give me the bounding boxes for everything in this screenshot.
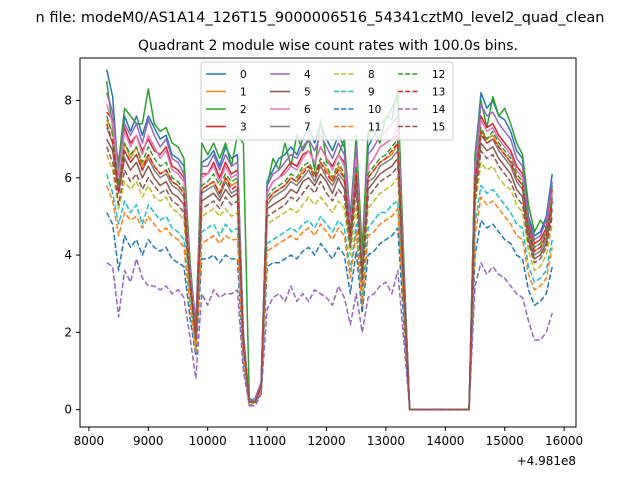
legend-label: 5 (304, 87, 311, 99)
x-tick-label: 9000 (133, 434, 164, 448)
x-tick-label: 11000 (248, 434, 286, 448)
legend-label: 14 (432, 104, 446, 116)
legend-label: 1 (240, 87, 247, 99)
plot-frame (79, 57, 577, 428)
x-tick-label: 16000 (545, 434, 583, 448)
y-tick-label: 8 (64, 94, 72, 108)
series-line-10 (106, 212, 553, 411)
legend-label: 8 (368, 69, 375, 81)
legend-label: 0 (240, 69, 247, 81)
x-axis: 8000 9000 10000 11000 12000 13000 14000 15000 16… (74, 427, 583, 448)
x-tick-label: 10000 (189, 434, 227, 448)
legend-label: 10 (368, 104, 381, 116)
series-line-5 (106, 138, 553, 411)
legend-label: 3 (240, 122, 247, 134)
series-line-13 (106, 123, 553, 411)
x-tick-label: 8000 (74, 434, 105, 448)
legend-label: 6 (304, 104, 311, 116)
legend-label: 4 (304, 69, 311, 81)
x-axis-offset-label: +4.981e8 (517, 454, 576, 468)
series-lines (105, 69, 553, 411)
series-line-7 (106, 127, 553, 411)
legend-label: 2 (240, 104, 247, 116)
figure-suptitle: n file: modeM0/AS1A14_126T15_9000006516_… (36, 10, 605, 26)
legend-label: 13 (432, 87, 445, 99)
legend-label: 12 (432, 69, 445, 81)
y-axis: 0 2 4 6 8 (64, 94, 80, 417)
series-line-9 (106, 173, 553, 411)
legend-label: 15 (432, 122, 445, 134)
legend-label: 11 (368, 122, 381, 134)
series-line-11 (106, 185, 553, 411)
y-tick-label: 6 (64, 171, 72, 185)
y-tick-label: 2 (64, 325, 72, 339)
series-line-8 (106, 154, 553, 411)
series-line-4 (106, 92, 553, 411)
y-tick-label: 0 (64, 403, 72, 417)
legend-label: 9 (368, 87, 375, 99)
series-line-14 (106, 258, 553, 411)
x-tick-label: 13000 (367, 434, 405, 448)
legend-label: 7 (304, 122, 311, 134)
x-tick-label: 15000 (486, 434, 524, 448)
legend-box (200, 61, 454, 141)
x-tick-label: 14000 (426, 434, 464, 448)
series-line-6 (106, 104, 553, 411)
series-line-15 (106, 146, 553, 411)
y-tick-label: 4 (64, 248, 72, 262)
x-tick-label: 12000 (307, 434, 345, 448)
chart-title: Quadrant 2 module wise count rates with … (138, 38, 518, 54)
